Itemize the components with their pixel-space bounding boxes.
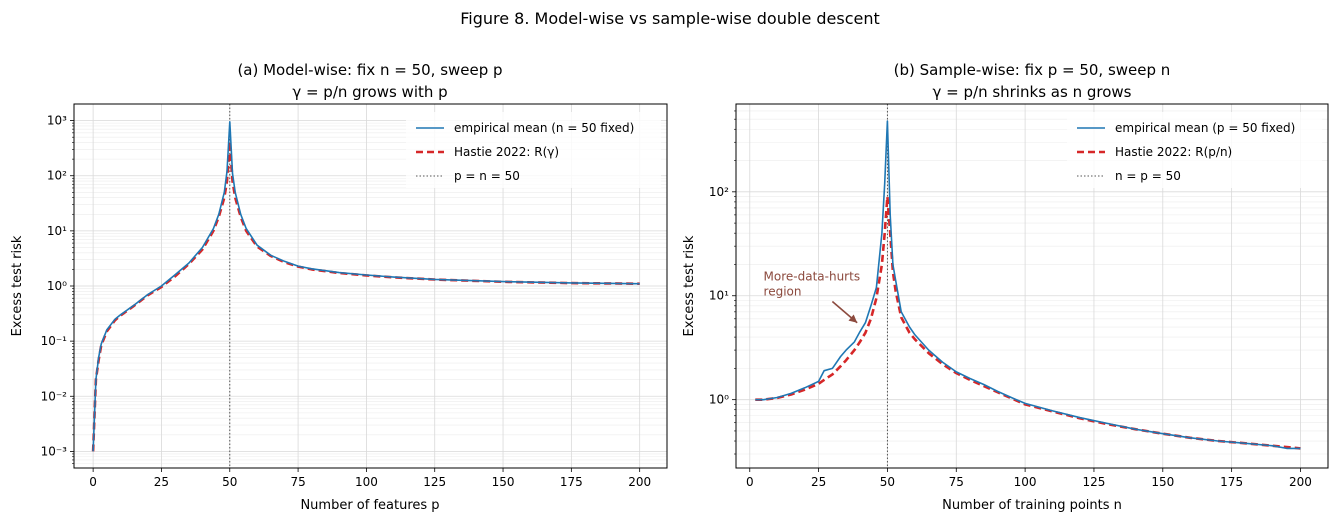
panel-b-title-line1: (b) Sample-wise: fix p = 50, sweep n <box>894 61 1171 79</box>
panel-b-x-tick-label: 175 <box>1220 475 1243 489</box>
panel-a-y-tick-label: 10¹ <box>47 224 67 238</box>
panel-a-x-tick-label: 175 <box>560 475 583 489</box>
panel-a-empirical-line <box>92 121 640 452</box>
panel-a-x-tick-label: 125 <box>423 475 446 489</box>
panel-b-annotation-line2: region <box>764 285 802 299</box>
panel-b-annotation-arrowhead <box>848 314 858 323</box>
panel-a-y-tick-label: 10⁰ <box>47 279 67 293</box>
panel-a-x-tick-label: 25 <box>154 475 169 489</box>
panel-a-x-tick-label: 100 <box>355 475 378 489</box>
panel-a-title-line1: (a) Model-wise: fix n = 50, sweep p <box>237 61 502 79</box>
panel-a-x-tick-label: 0 <box>89 475 97 489</box>
panel-a-x-tick-label: 75 <box>290 475 305 489</box>
panel-b-legend-box <box>1067 112 1322 188</box>
panel-b-legend-label: empirical mean (p = 50 fixed) <box>1115 121 1295 135</box>
panel-a-y-tick-label: 10⁻¹ <box>41 334 68 348</box>
panel-a-x-tick-label: 200 <box>628 475 651 489</box>
panel-b-ylabel: Excess test risk <box>682 235 697 336</box>
panel-b-x-tick-label: 75 <box>949 475 964 489</box>
panel-b-x-tick-label: 125 <box>1083 475 1106 489</box>
panel-a-y-tick-label: 10³ <box>47 114 67 128</box>
panel-b-frame <box>735 103 1329 469</box>
panel-b-x-tick-label: 0 <box>746 475 754 489</box>
panel-a-legend-label: empirical mean (n = 50 fixed) <box>454 121 634 135</box>
panel-a: (a) Model-wise: fix n = 50, sweep p γ = … <box>10 61 668 513</box>
panel-b-x-tick-label: 150 <box>1151 475 1174 489</box>
panel-b-x-tick-label: 200 <box>1289 475 1312 489</box>
panel-b-y-tick-label: 10⁰ <box>709 393 729 407</box>
panel-a-legend-box <box>406 112 661 188</box>
panel-b-y-tick-label: 10² <box>709 185 729 199</box>
panel-a-ylabel: Excess test risk <box>10 235 25 336</box>
panel-a-legend: empirical mean (n = 50 fixed) Hastie 2022… <box>406 112 661 188</box>
panel-b-x-tick-label: 100 <box>1014 475 1037 489</box>
panel-a-y-tick-label: 10⁻² <box>41 389 68 403</box>
panel-b-x-tick-label: 25 <box>811 475 826 489</box>
panel-a-y-tick-label: 10² <box>47 169 67 183</box>
panel-a-x-tick-label: 150 <box>492 475 515 489</box>
panel-b-x-tick-label: 50 <box>880 475 895 489</box>
panel-b-empirical-line <box>755 120 1301 450</box>
panel-a-frame <box>73 103 668 469</box>
panel-a-title-line2: γ = p/n grows with p <box>292 83 447 101</box>
panel-a-x-tick-label: 50 <box>222 475 237 489</box>
panel-b-y-tick-label: 10¹ <box>709 289 729 303</box>
panel-b-annotation-line1: More-data-hurts <box>764 270 861 284</box>
panel-a-legend-label: Hastie 2022: R(γ) <box>454 145 559 159</box>
panel-a-xlabel: Number of features p <box>300 498 439 513</box>
panel-a-y-tick-label: 10⁻³ <box>41 444 68 458</box>
panel-b-theory-line <box>755 195 1301 450</box>
figure-suptitle: Figure 8. Model-wise vs sample-wise doub… <box>460 9 880 28</box>
panel-b-xlabel: Number of training points n <box>942 498 1122 513</box>
panel-b-legend-label: Hastie 2022: R(p/n) <box>1115 145 1232 159</box>
panel-a-legend-label: p = n = 50 <box>454 169 520 183</box>
panel-b: (b) Sample-wise: fix p = 50, sweep n γ =… <box>682 61 1329 513</box>
panel-b-legend-label: n = p = 50 <box>1115 169 1181 183</box>
panel-b-title-line2: γ = p/n shrinks as n grows <box>933 83 1132 101</box>
panel-b-legend: empirical mean (p = 50 fixed) Hastie 2022… <box>1067 112 1322 188</box>
